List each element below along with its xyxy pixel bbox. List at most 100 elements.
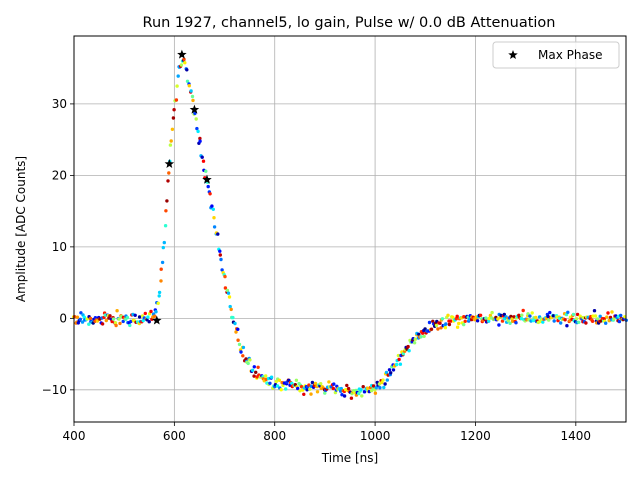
data-point [279,388,283,392]
data-point [422,334,426,338]
y-tick-label: 30 [52,97,67,111]
data-point [161,245,165,250]
y-axis-ticks: −10 0 10 20 30 [42,97,74,397]
data-point [229,307,233,312]
data-point [463,319,467,323]
data-point [234,330,238,334]
data-point [100,322,105,326]
data-point [198,136,202,141]
y-tick-label: 0 [59,311,67,325]
data-point [530,311,534,315]
data-point [210,204,214,208]
data-point [125,315,130,320]
data-point [604,321,608,325]
max-phase-star [202,174,212,184]
data-point [233,321,237,326]
data-point [584,321,588,325]
data-point [574,317,579,321]
data-point [164,209,168,213]
data-point [382,385,386,390]
data-point [208,192,212,196]
data-point [212,225,217,229]
x-tick-label: 1000 [360,429,391,443]
data-point [548,310,552,315]
data-point [595,317,600,321]
data-point [231,315,235,320]
data-point [294,378,299,382]
data-point [383,382,387,386]
data-point [385,378,389,382]
data-point [605,315,609,319]
data-point [191,98,195,103]
data-point [496,317,500,321]
data-point [508,321,512,325]
data-point [395,362,399,367]
data-point [455,314,459,318]
data-point [484,316,488,320]
legend-label: Max Phase [538,48,602,62]
data-point [187,84,191,88]
data-point [172,108,176,112]
data-point [446,313,450,317]
data-point [157,290,162,295]
data-point [444,322,448,326]
data-point [566,310,570,314]
max-phase-star [164,158,175,168]
data-point [520,313,524,317]
data-point [308,387,312,391]
data-point [146,315,150,319]
data-point [189,89,193,93]
data-point [179,63,184,67]
data-point [391,368,396,372]
data-point [406,344,410,349]
data-point [275,384,280,388]
data-point [239,350,243,354]
data-point [241,354,245,358]
data-point [345,383,349,388]
data-point [397,357,401,362]
data-point [373,391,378,395]
data-point [510,319,515,323]
data-point [250,368,255,372]
data-point [159,279,163,283]
data-point [175,84,179,88]
data-point [462,322,466,327]
chart-title: Run 1927, channel5, lo gain, Pulse w/ 0.… [143,15,556,31]
data-point [559,321,563,325]
data-point [323,391,327,395]
data-point [547,318,551,322]
data-point [190,94,195,99]
data-point [346,386,351,391]
data-point [206,184,210,189]
data-point [413,337,417,341]
data-point [305,388,309,392]
data-point [509,314,513,319]
data-point [478,313,483,317]
data-point [87,322,91,326]
data-point [610,310,614,314]
data-points [71,57,628,400]
max-phase-star [152,315,162,325]
data-point [440,317,445,321]
data-point [170,127,175,131]
data-point [174,98,179,102]
data-point [309,392,313,396]
max-phase-star [189,104,200,114]
data-point [439,326,443,330]
data-point [381,378,385,382]
data-point [211,207,215,211]
grid [73,36,626,422]
data-point [455,325,460,329]
x-tick-label: 1400 [561,429,592,443]
data-point [521,308,525,313]
data-point [563,318,567,322]
data-point [417,332,421,336]
legend-star-icon [508,50,518,60]
data-point [617,319,622,324]
max-phase-markers [152,49,212,325]
data-point [555,315,559,319]
data-point [313,381,318,386]
data-point [571,312,576,317]
data-point [141,318,145,323]
